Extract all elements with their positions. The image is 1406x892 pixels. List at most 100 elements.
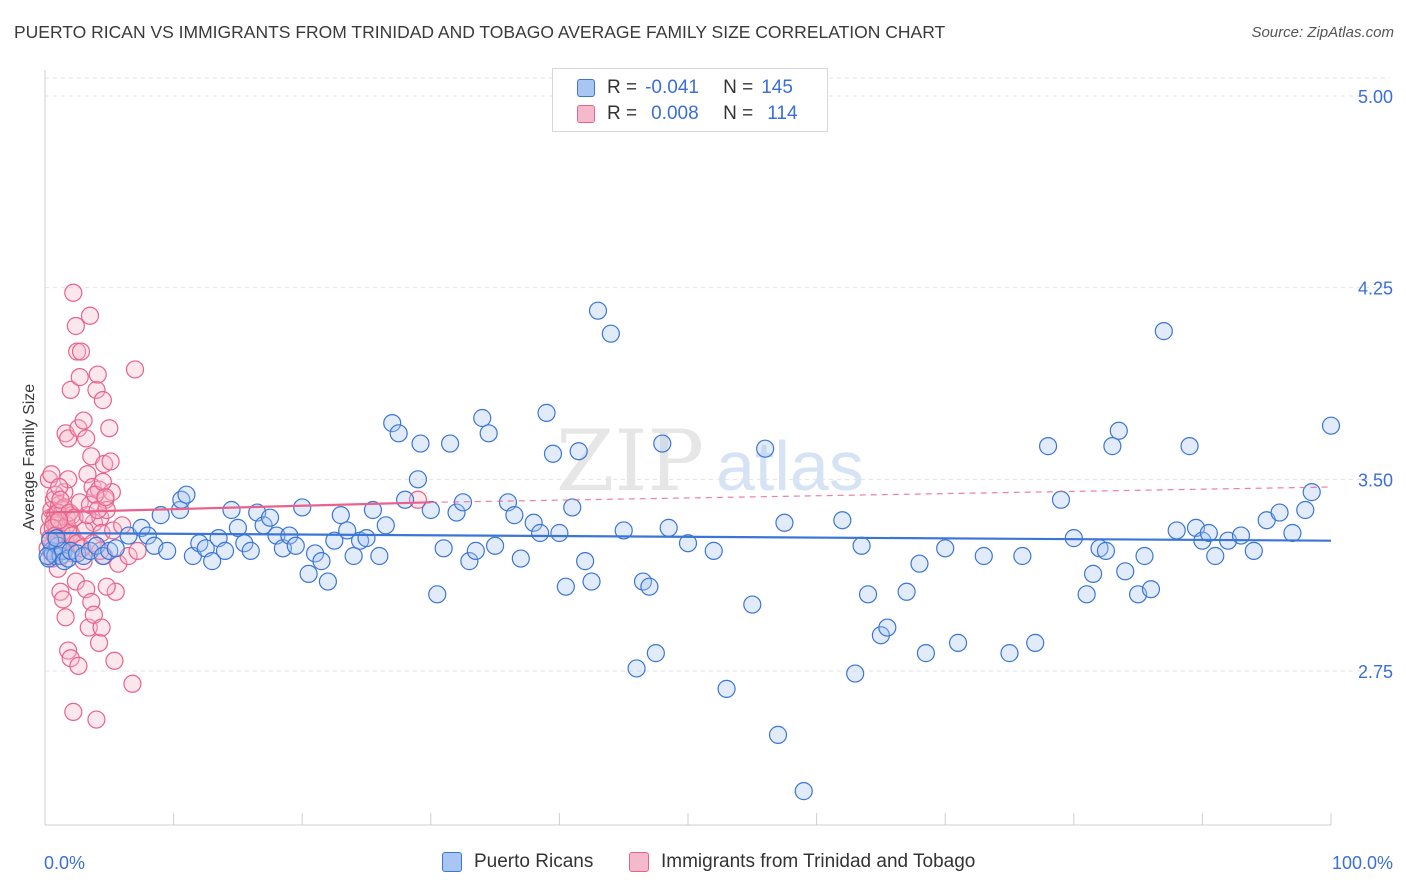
chart-title: PUERTO RICAN VS IMMIGRANTS FROM TRINIDAD…	[14, 22, 946, 42]
puerto-rican-point	[717, 679, 736, 698]
puerto-rican-point	[479, 424, 498, 443]
puerto-rican-point	[389, 424, 408, 443]
puerto-rican-point	[524, 513, 543, 532]
puerto-rican-point	[1096, 541, 1116, 560]
trinidad-point	[105, 651, 124, 670]
puerto-rican-point	[833, 511, 852, 530]
puerto-rican-point	[768, 725, 788, 744]
r-label: R =	[607, 77, 638, 98]
trinidad-point	[77, 429, 96, 448]
trinidad-point	[80, 306, 100, 325]
trinidad-point	[64, 702, 83, 721]
trinidad-point	[71, 342, 91, 361]
puerto-rican-point	[678, 534, 698, 553]
puerto-rican-point	[383, 414, 402, 433]
trinidad-point	[89, 633, 109, 652]
puerto-rican-point	[910, 554, 929, 573]
puerto-rican-point	[376, 516, 395, 535]
puerto-rican-point	[421, 500, 440, 520]
puerto-rican-point	[537, 403, 556, 422]
y-tick-label: 5.00	[1358, 87, 1393, 107]
trend-lines	[44, 486, 1332, 542]
puerto-rican-point	[576, 552, 595, 571]
puerto-rican-point	[1231, 526, 1251, 545]
legend-row-puerto-ricans: R = -0.041 N = 145	[577, 76, 793, 100]
puerto-rican-point	[704, 541, 723, 560]
pink-swatch	[629, 852, 649, 872]
trinidad-point	[53, 590, 73, 609]
trinidad-point	[100, 419, 119, 438]
trinidad-point	[50, 511, 69, 530]
zipatlas-watermark: ZIP atlas	[556, 412, 864, 510]
trinidad-point	[69, 656, 88, 675]
puerto-rican-point	[138, 526, 157, 545]
puerto-rican-point	[1026, 633, 1045, 652]
trinidad-point	[97, 577, 116, 596]
trinidad-point	[93, 391, 112, 410]
puerto-rican-point	[1154, 322, 1173, 341]
trinidad-point	[64, 283, 83, 302]
puerto-rican-point	[1077, 585, 1096, 604]
pink-swatch	[577, 105, 595, 123]
puerto-rican-point	[640, 577, 659, 596]
y-tick-label: 4.25	[1358, 279, 1393, 299]
puerto-rican-point	[659, 518, 678, 537]
puerto-rican-point	[228, 518, 247, 537]
puerto-rican-point	[1116, 562, 1135, 581]
puerto-rican-point	[158, 541, 177, 560]
puerto-rican-point	[916, 644, 936, 663]
puerto-rican-point	[1000, 644, 1019, 663]
trinidad-point	[96, 488, 115, 507]
legend-item-puerto-ricans: Puerto Ricans	[442, 851, 593, 873]
puerto-rican-point	[505, 506, 524, 525]
puerto-rican-point	[743, 595, 762, 614]
puerto-rican-point	[1283, 523, 1302, 543]
trinidad-point	[87, 710, 106, 729]
puerto-rican-point	[948, 633, 968, 652]
puerto-rican-trendline	[44, 531, 1332, 542]
puerto-rican-point	[440, 434, 460, 453]
puerto-rican-point	[1167, 521, 1186, 540]
puerto-rican-point	[936, 539, 955, 558]
puerto-rican-point	[299, 564, 318, 583]
n-value: 145	[761, 77, 793, 98]
puerto-rican-point	[203, 552, 222, 571]
puerto-rican-point	[846, 664, 865, 683]
trinidad-point	[51, 490, 70, 509]
puerto-rican-point	[486, 536, 505, 555]
puerto-rican-point	[1135, 546, 1154, 566]
puerto-rican-point	[1038, 437, 1058, 456]
puerto-rican-points	[38, 301, 1341, 801]
puerto-rican-point	[852, 536, 871, 555]
puerto-rican-point	[177, 485, 196, 504]
puerto-rican-point	[543, 444, 563, 463]
puerto-rican-point	[1206, 546, 1225, 566]
correlation-legend: R = -0.041 N = 145 R = 0.008 N = 114	[552, 68, 828, 132]
puerto-rican-point	[434, 539, 453, 558]
puerto-rican-point	[582, 572, 601, 591]
puerto-rican-point	[756, 439, 775, 458]
trinidad-point	[68, 342, 87, 361]
puerto-rican-point	[588, 301, 608, 320]
puerto-rican-point	[357, 529, 376, 548]
source-note: Source: ZipAtlas.com	[1251, 24, 1394, 41]
trinidad-point	[92, 618, 111, 637]
puerto-rican-point	[370, 546, 389, 566]
legend-item-trinidad: Immigrants from Trinidad and Tobago	[629, 851, 975, 873]
puerto-rican-point	[556, 577, 575, 596]
puerto-rican-point	[1244, 541, 1263, 560]
puerto-rican-point	[531, 523, 550, 543]
trinidad-point	[61, 649, 80, 668]
puerto-rican-point	[344, 546, 363, 566]
puerto-rican-point	[241, 541, 260, 560]
puerto-rican-point	[325, 531, 344, 550]
puerto-rican-point	[293, 498, 312, 517]
y-tick-label: 3.50	[1358, 470, 1393, 490]
puerto-rican-point	[511, 549, 530, 568]
puerto-rican-point	[318, 572, 338, 591]
puerto-rican-point	[601, 324, 620, 343]
puerto-rican-point	[260, 508, 280, 527]
puerto-rican-point	[222, 500, 241, 520]
r-label: R =	[607, 103, 638, 124]
blue-swatch	[577, 79, 595, 97]
